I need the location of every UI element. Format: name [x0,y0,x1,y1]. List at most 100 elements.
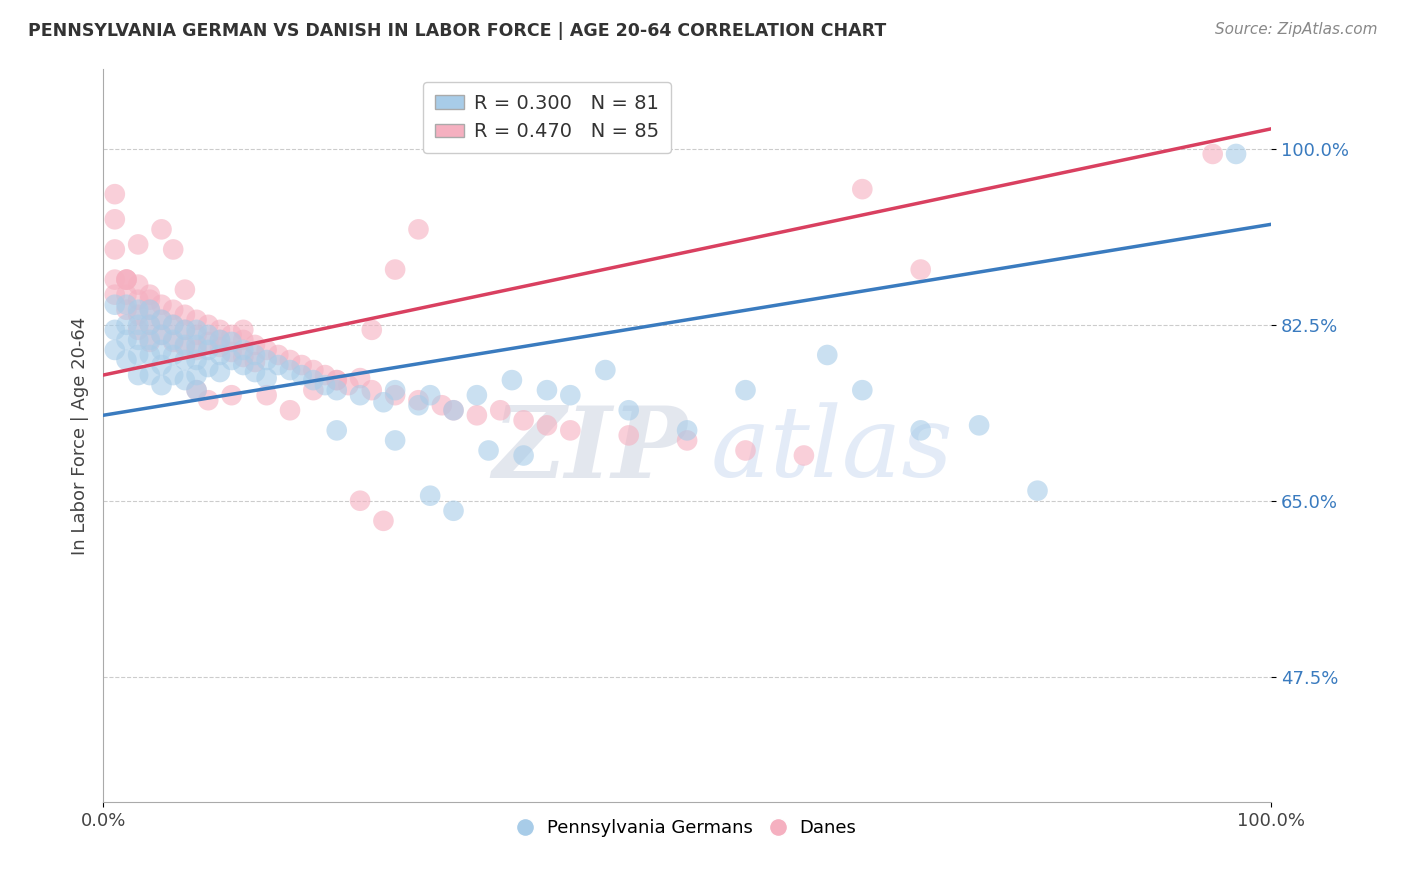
Point [150,298,173,312]
Point [127,277,149,292]
Point [360,323,382,337]
Point [360,383,382,397]
Point [104,343,127,357]
Point [197,359,219,374]
Point [243,338,266,352]
Point [560,388,582,402]
Point [501,373,523,387]
Point [104,323,127,337]
Point [115,272,138,286]
Point [373,395,395,409]
Point [139,334,162,349]
Point [173,323,195,337]
Point [115,302,138,317]
Point [162,334,184,349]
Point [208,348,231,362]
Point [815,348,838,362]
Point [325,423,347,437]
Y-axis label: In Labor Force | Age 20-64: In Labor Force | Age 20-64 [72,317,89,555]
Point [384,383,406,397]
Point [325,373,347,387]
Point [232,333,254,347]
Text: PENNSYLVANIA GERMAN VS DANISH IN LABOR FORCE | AGE 20-64 CORRELATION CHART: PENNSYLVANIA GERMAN VS DANISH IN LABOR F… [28,22,886,40]
Point [408,398,430,412]
Point [115,272,138,286]
Point [256,343,278,357]
Point [314,368,336,383]
Point [208,365,231,379]
Point [278,403,301,417]
Point [278,353,301,368]
Point [104,243,127,257]
Point [419,388,441,402]
Legend: Pennsylvania Germans, Danes: Pennsylvania Germans, Danes [510,812,863,845]
Point [162,302,184,317]
Point [1026,483,1049,498]
Point [186,383,208,397]
Point [186,327,208,342]
Point [139,333,162,347]
Point [150,327,173,342]
Point [1202,147,1225,161]
Point [162,333,184,347]
Point [373,514,395,528]
Point [443,504,465,518]
Point [302,373,325,387]
Point [384,388,406,402]
Point [150,327,173,342]
Point [104,298,127,312]
Point [256,371,278,385]
Point [221,334,243,349]
Point [221,353,243,368]
Point [302,383,325,397]
Point [617,428,640,442]
Text: atlas: atlas [710,402,953,498]
Point [162,318,184,332]
Point [173,308,195,322]
Point [408,393,430,408]
Point [162,348,184,362]
Point [115,318,138,332]
Point [173,373,195,387]
Point [243,365,266,379]
Point [150,222,173,236]
Point [384,434,406,448]
Text: Source: ZipAtlas.com: Source: ZipAtlas.com [1215,22,1378,37]
Point [676,434,699,448]
Point [512,413,534,427]
Point [150,378,173,392]
Point [243,355,266,369]
Point [115,333,138,347]
Point [139,318,162,332]
Point [1225,147,1247,161]
Point [197,334,219,349]
Point [208,323,231,337]
Point [173,338,195,352]
Point [173,353,195,368]
Point [430,398,453,412]
Point [127,237,149,252]
Point [186,313,208,327]
Point [314,378,336,392]
Point [115,287,138,301]
Point [221,327,243,342]
Point [208,333,231,347]
Point [104,272,127,286]
Point [186,383,208,397]
Point [278,363,301,377]
Point [208,333,231,347]
Point [232,323,254,337]
Point [197,393,219,408]
Point [150,343,173,357]
Point [349,371,371,385]
Point [291,368,314,383]
Point [676,423,699,437]
Point [302,363,325,377]
Point [967,418,990,433]
Point [910,262,932,277]
Point [115,298,138,312]
Point [595,363,617,377]
Point [384,262,406,277]
Point [127,318,149,332]
Point [197,318,219,332]
